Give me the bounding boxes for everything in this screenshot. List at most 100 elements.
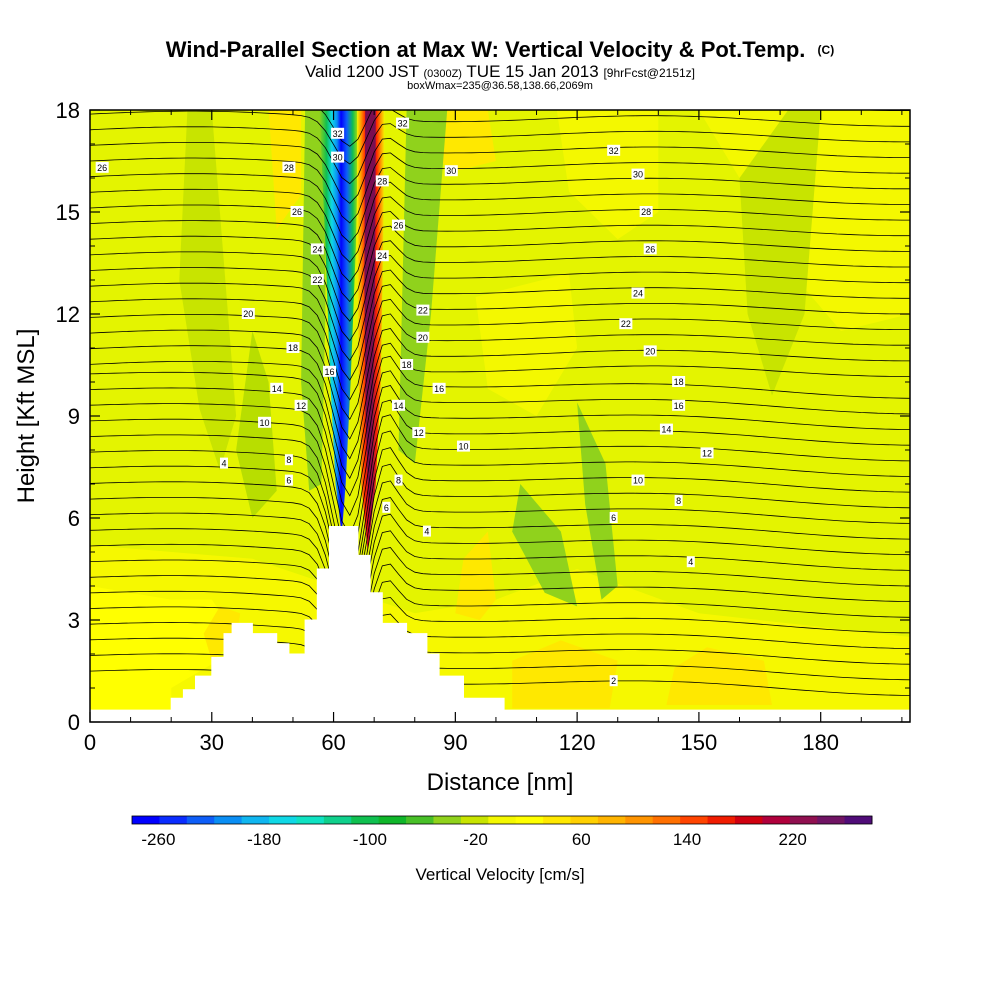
theta-contour-label: 30 (633, 170, 643, 180)
theta-contour-layer (90, 110, 910, 722)
theta-label-bg (400, 359, 414, 370)
theta-label-bg (286, 342, 300, 353)
y-axis: 0 3 6 9 12 15 18 (56, 98, 910, 735)
theta-contour-line (90, 240, 910, 342)
x-axis: 0 30 60 90 120 150 180 (84, 110, 903, 755)
colorbar-swatch (186, 816, 215, 824)
theta-contour-label: 10 (458, 442, 468, 452)
theta-label-bg (331, 127, 345, 139)
theta-contour-label: 12 (296, 401, 306, 411)
theta-contour-label: 26 (292, 207, 302, 217)
theta-label-bg (607, 144, 621, 156)
theta-label-bg (310, 274, 324, 285)
theta-contour-line (90, 123, 910, 185)
theta-label-bg (416, 304, 430, 316)
theta-label-bg (672, 399, 686, 411)
theta-contour-label: 4 (688, 557, 693, 567)
theta-label-bg (290, 206, 304, 217)
green-band-4 (398, 110, 448, 464)
y-tick-label: 15 (56, 200, 80, 225)
theta-label-bg (456, 440, 470, 452)
theta-contour-label: 4 (424, 527, 429, 537)
orange-patch-4 (666, 647, 772, 705)
theta-contour-line (90, 110, 910, 165)
x-tick-label: 120 (559, 730, 596, 755)
upper-yellow-right (556, 110, 659, 240)
theta-label-bg (375, 175, 389, 187)
theta-contour-line (90, 269, 910, 381)
colorbar-swatch (625, 816, 654, 824)
y-tick-label: 12 (56, 302, 80, 327)
colorbar-swatch (132, 816, 160, 824)
theta-contour-line (90, 414, 910, 576)
colorbar-tick-label: -100 (353, 830, 387, 849)
theta-label-bg (609, 512, 618, 523)
x-axis-title: Distance [nm] (427, 769, 574, 796)
theta-contour-label: 16 (324, 367, 334, 377)
theta-contour-label: 14 (661, 425, 671, 435)
colorbar-swatch (241, 816, 270, 824)
theta-label-bg (375, 250, 389, 262)
green-band-2 (236, 331, 277, 518)
mid-yellow (475, 273, 578, 416)
y-tick-label: 18 (56, 98, 80, 123)
theta-contour-line (90, 497, 910, 636)
theta-contour-label: 10 (633, 476, 643, 486)
terrain-profile (90, 526, 910, 722)
theta-label-layer: 2632302826242220181614121086432282624222… (95, 117, 714, 687)
green-band-6 (577, 402, 618, 600)
theta-contour-label: 6 (384, 503, 389, 513)
theta-label-bg (392, 219, 406, 231)
theta-label-bg (672, 376, 686, 387)
x-tick-label: 150 (681, 730, 718, 755)
subtitle-forecast: [9hrFcst@2151z] (603, 66, 695, 80)
theta-label-bg (294, 399, 308, 411)
theta-contour-line (90, 547, 910, 670)
theta-label-bg (284, 474, 293, 486)
plot-area: 2632302826242220181614121086432282624222… (90, 110, 910, 722)
theta-contour-label: 30 (333, 153, 343, 163)
theta-label-bg (396, 117, 410, 129)
theta-label-bg (284, 454, 293, 466)
theta-contour-line (90, 513, 910, 647)
chart-title: Wind-Parallel Section at Max W: Vertical… (166, 37, 834, 62)
colorbar-swatch (406, 816, 434, 824)
theta-contour-label: 20 (243, 309, 253, 319)
colorbar-swatch (378, 816, 407, 824)
theta-label-bg (392, 399, 406, 411)
colorbar-swatch (844, 816, 873, 824)
orange-patch-3 (512, 640, 618, 709)
theta-contour-label: 12 (414, 428, 424, 438)
theta-contour-line (90, 399, 910, 556)
theta-contour-line (90, 430, 910, 589)
theta-contour-line (90, 254, 910, 362)
colorbar-swatch (269, 816, 297, 824)
green-band-7 (739, 110, 821, 396)
theta-contour-label: 12 (702, 448, 712, 458)
theta-label-bg (412, 427, 426, 438)
theta-label-bg (444, 165, 458, 177)
y-tick-label: 0 (68, 710, 80, 735)
x-tick-label: 180 (802, 730, 839, 755)
theta-contour-label: 22 (621, 319, 631, 329)
colorbar-swatch (515, 816, 544, 824)
title-unit: (C) (818, 43, 835, 57)
y-tick-label: 9 (68, 404, 80, 429)
theta-label-bg (609, 675, 618, 687)
theta-contour-label: 24 (377, 251, 387, 261)
theta-contour-label: 8 (286, 455, 291, 465)
colorbar-swatch (734, 816, 763, 824)
theta-label-bg (323, 365, 337, 377)
theta-label-bg (258, 416, 272, 428)
theta-contour-label: 14 (272, 384, 282, 394)
theta-contour-label: 32 (609, 146, 619, 156)
chart-box-info: boxWmax=235@36.58,138.66,2069m (407, 80, 593, 92)
theta-contour-line (90, 196, 910, 283)
orange-patch-1 (203, 606, 241, 661)
colorbar-frame (131, 815, 873, 825)
theta-contour-line (90, 137, 910, 204)
theta-contour-line (90, 328, 910, 460)
theta-contour-line (90, 613, 910, 717)
theta-label-bg (686, 556, 695, 568)
theta-contour-label: 32 (398, 119, 408, 129)
